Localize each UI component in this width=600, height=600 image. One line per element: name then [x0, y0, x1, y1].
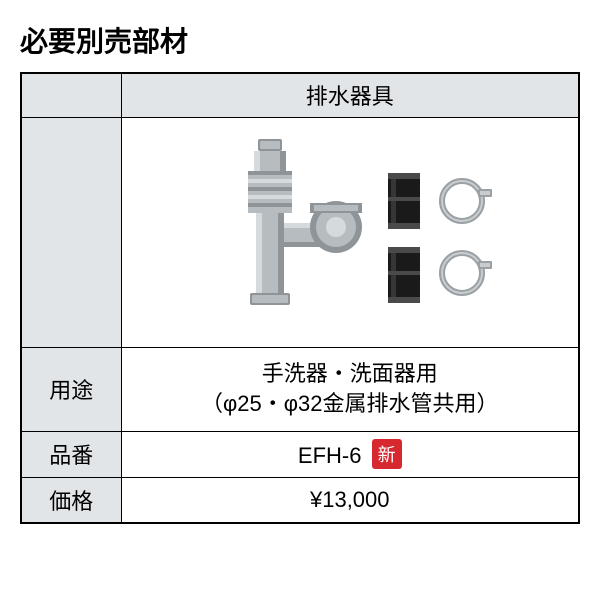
clamp-2-icon — [442, 253, 492, 293]
section-title: 必要別売部材 — [20, 20, 580, 60]
usage-line-1: 手洗器・洗面器用 — [122, 359, 579, 389]
product-illustration — [190, 127, 510, 337]
image-label-empty — [21, 117, 121, 347]
new-badge: 新 — [372, 439, 402, 469]
header-product-name: 排水器具 — [121, 73, 579, 117]
model-label: 品番 — [21, 431, 121, 477]
connector-1-icon — [388, 173, 420, 229]
usage-line-2: （φ25・φ32金属排水管共用） — [122, 389, 579, 419]
table-image-row — [21, 117, 579, 347]
table-usage-row: 用途 手洗器・洗面器用 （φ25・φ32金属排水管共用） — [21, 347, 579, 431]
table-price-row: 価格 ¥13,000 — [21, 477, 579, 523]
usage-label: 用途 — [21, 347, 121, 431]
table-header-row: 排水器具 — [21, 73, 579, 117]
product-image-cell — [121, 117, 579, 347]
drain-trap-icon — [248, 139, 362, 305]
model-number: EFH-6 — [298, 443, 362, 468]
clamp-1-icon — [442, 181, 492, 221]
header-label-empty — [21, 73, 121, 117]
usage-value: 手洗器・洗面器用 （φ25・φ32金属排水管共用） — [121, 347, 579, 431]
connector-2-icon — [388, 247, 420, 303]
product-table: 排水器具 — [20, 72, 580, 524]
model-value-cell: EFH-6 新 — [121, 431, 579, 477]
table-model-row: 品番 EFH-6 新 — [21, 431, 579, 477]
price-value: ¥13,000 — [121, 477, 579, 523]
price-label: 価格 — [21, 477, 121, 523]
